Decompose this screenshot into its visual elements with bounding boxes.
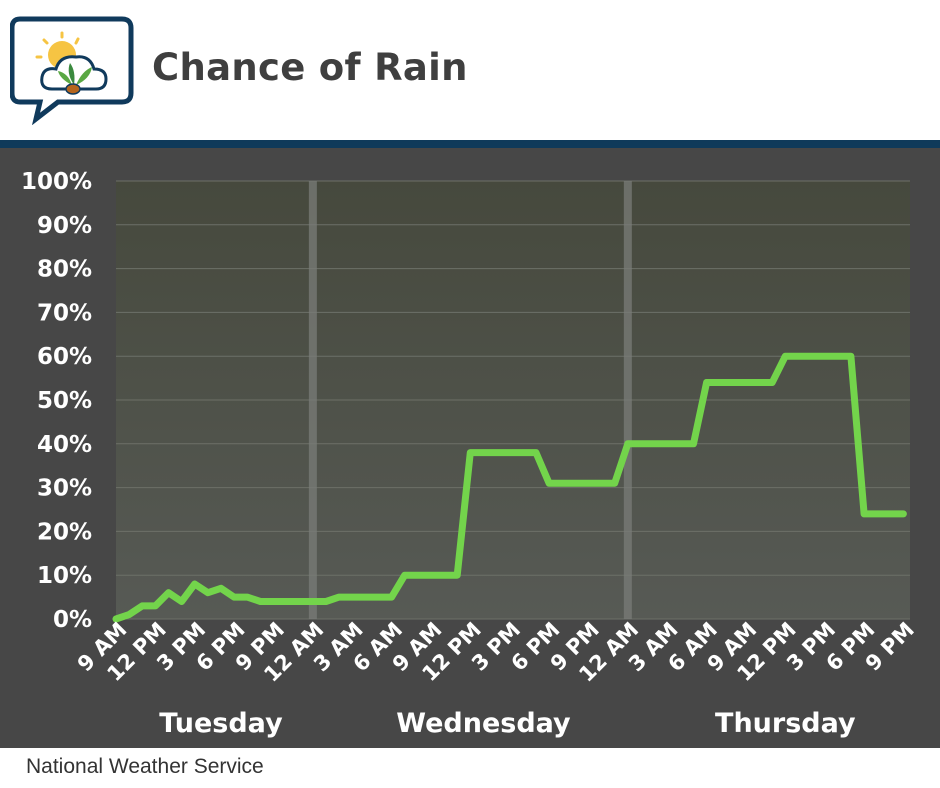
footer-bar bbox=[0, 748, 940, 788]
y-tick-label: 60% bbox=[37, 344, 92, 370]
y-tick-label: 90% bbox=[37, 213, 92, 239]
y-tick-label: 0% bbox=[53, 607, 92, 633]
day-label: Tuesday bbox=[159, 708, 283, 739]
y-tick-label: 20% bbox=[37, 519, 92, 545]
chart-area: 0% 10% 20% 30% 40% 50% 60% 70% 80% 90% 100% 9 AM 12 … bbox=[0, 148, 940, 748]
y-tick-label: 80% bbox=[37, 257, 92, 283]
y-tick-label: 10% bbox=[37, 563, 92, 589]
y-tick-label: 70% bbox=[37, 300, 92, 326]
rain-chance-chart: 0%10%20%30%40%50%60%70%80%90%100%9 AM12 … bbox=[21, 169, 919, 739]
y-tick-label: 50% bbox=[37, 388, 92, 414]
y-tick-label: 30% bbox=[37, 476, 92, 502]
header-divider bbox=[0, 140, 940, 148]
day-divider bbox=[308, 181, 317, 619]
day-label: Wednesday bbox=[396, 708, 571, 739]
weather-chat-bubble-icon bbox=[10, 16, 134, 125]
source-credit: National Weather Service bbox=[26, 755, 264, 778]
day-label: Thursday bbox=[715, 708, 856, 739]
rain-chance-line bbox=[112, 352, 907, 623]
day-divider bbox=[623, 181, 632, 619]
page-title: Chance of Rain bbox=[152, 46, 468, 89]
y-tick-label: 100% bbox=[21, 169, 92, 195]
y-tick-label: 40% bbox=[37, 432, 92, 458]
header-bar: Chance of Rain bbox=[0, 0, 940, 140]
